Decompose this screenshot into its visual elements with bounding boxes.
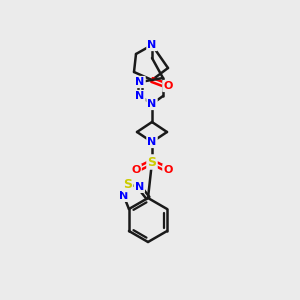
Text: N: N [147, 99, 157, 109]
Text: N: N [135, 182, 144, 192]
Text: S: S [123, 178, 132, 191]
Text: N: N [119, 191, 128, 201]
Text: O: O [131, 165, 141, 175]
Text: S: S [148, 155, 157, 169]
Text: O: O [163, 165, 173, 175]
Text: N: N [147, 137, 157, 147]
Text: N: N [135, 91, 145, 101]
Text: N: N [135, 77, 145, 87]
Text: N: N [147, 40, 157, 50]
Text: O: O [163, 81, 173, 91]
